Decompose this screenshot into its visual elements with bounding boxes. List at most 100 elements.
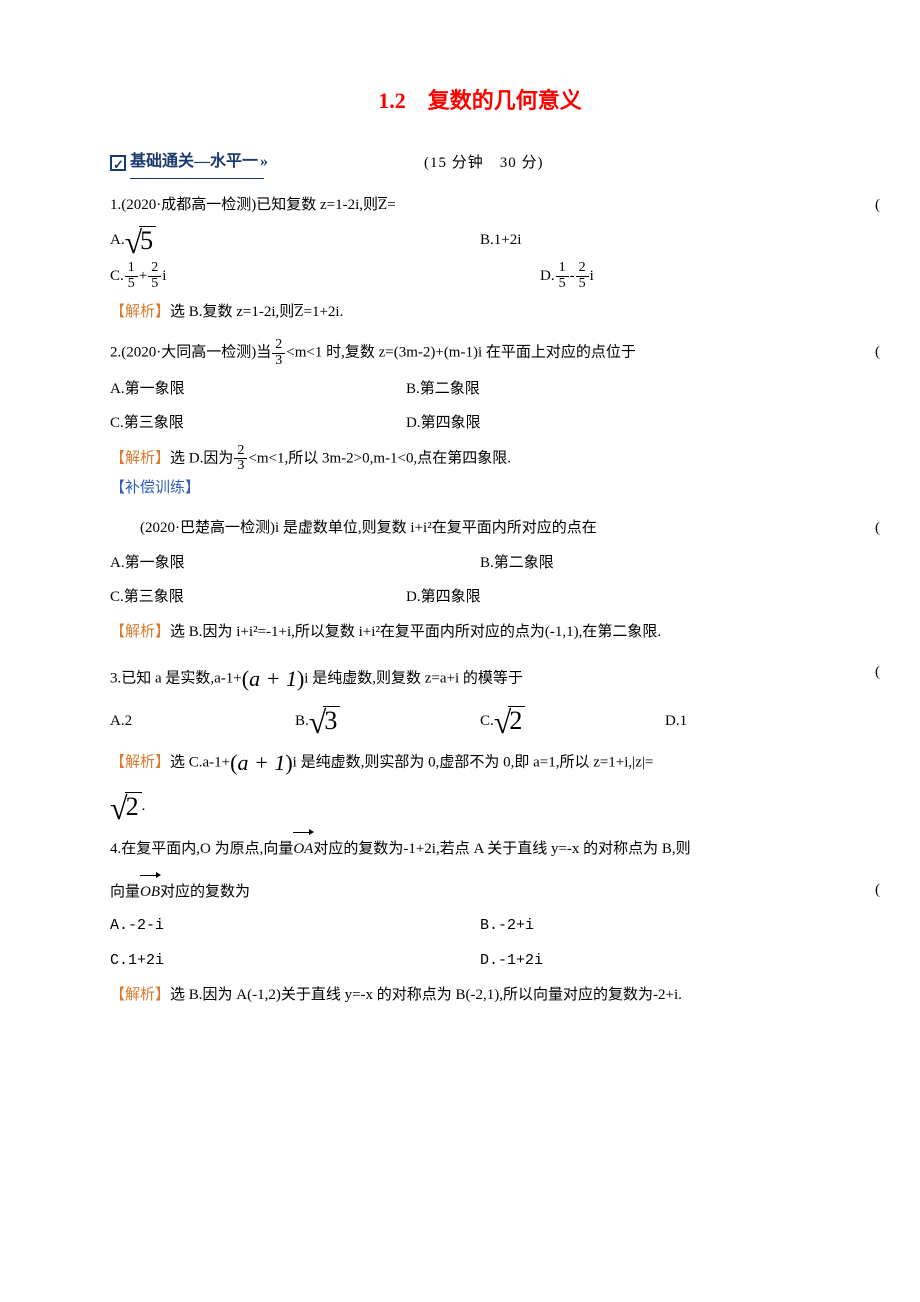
vector-OB: OB	[140, 876, 160, 907]
num: 2	[234, 444, 247, 460]
q3-final-val: 2	[125, 792, 142, 822]
check-icon	[110, 155, 126, 171]
q4-stem: 4.在复平面内,O 为原点,向量OA对应的复数为-1+2i,若点 A 关于直线 …	[110, 833, 850, 864]
section-banner: 基础通关—水平一»	[110, 147, 264, 179]
optC-label: C.	[110, 262, 124, 291]
q1-analysis-suf: =1+2i.	[303, 304, 343, 320]
analysis-label: 【解析】	[110, 754, 170, 770]
q4-B: B.-2+i	[480, 912, 850, 941]
q1-analysis: 【解析】选 B.复数 z=1-2i,则Z=1+2i.	[110, 298, 850, 327]
q1-options-row2: C. 15 + 25 i D. 15 - 25 i	[110, 261, 850, 291]
q3-final-dot: .	[142, 798, 146, 814]
q1-options-row1: A. √5 B.1+2i	[110, 226, 850, 256]
den: 3	[234, 459, 247, 474]
q1-stem-prefix: 1.(2020·成都高一检测)已知复数 z=1-2i,则	[110, 197, 378, 213]
q3-expr: a + 1	[249, 666, 297, 691]
den: 5	[125, 277, 138, 292]
minus: -	[570, 262, 575, 291]
q3-suf: i 是纯虚数,则复数 z=a+i 的模等于	[304, 671, 523, 687]
q2-C: C.第三象限	[110, 409, 406, 438]
q2-stem: 2.(2020·大同高一检测)当23<m<1 时,复数 z=(3m-2)+(m-…	[110, 338, 850, 368]
q2s-D: D.第四象限	[406, 583, 776, 612]
q2s-analysis-text: 选 B.因为 i+i²=-1+i,所以复数 i+i²在复平面内所对应的点为(-1…	[170, 624, 661, 640]
q4-analysis-text: 选 B.因为 A(-1,2)关于直线 y=-x 的对称点为 B(-2,1),所以…	[170, 987, 682, 1003]
q2-an-pre: 选 D.因为	[170, 450, 233, 466]
fraction: 23	[272, 338, 285, 368]
fraction: 23	[234, 444, 247, 474]
num: 2	[576, 261, 589, 277]
q1-stem-suffix: =	[387, 197, 395, 213]
den: 5	[576, 277, 589, 292]
q4-analysis: 【解析】选 B.因为 A(-1,2)关于直线 y=-x 的对称点为 B(-2,1…	[110, 981, 850, 1010]
q3-B-val: 3	[323, 706, 340, 736]
q3-an-suf: i 是纯虚数,则实部为 0,虚部不为 0,即 a=1,所以 z=1+i,|z|=	[293, 754, 654, 770]
q2s-analysis: 【解析】选 B.因为 i+i²=-1+i,所以复数 i+i²在复平面内所对应的点…	[110, 618, 850, 647]
q2s-A: A.第一象限	[110, 549, 480, 578]
q3-C: C. √2	[480, 706, 665, 736]
paren-icon: (	[875, 191, 880, 220]
q4-opts1: A.-2-i B.-2+i	[110, 912, 850, 941]
optD-label: D.	[540, 262, 555, 291]
section-timing: (15 分钟 30 分)	[424, 149, 544, 178]
sqrt-icon: √3	[309, 706, 341, 736]
den: 3	[272, 354, 285, 369]
q2-A: A.第一象限	[110, 375, 406, 404]
q1-analysis-pre: 选 B.复数 z=1-2i,则	[170, 304, 294, 320]
analysis-label: 【解析】	[110, 624, 170, 640]
q4-D: D.-1+2i	[480, 947, 850, 976]
paren-expr: (a + 1)	[230, 750, 293, 775]
num: 2	[148, 261, 161, 277]
q2-B: B.第二象限	[406, 375, 776, 404]
q4-pre: 4.在复平面内,O 为原点,向量	[110, 841, 293, 857]
q1-optA-val: 5	[139, 226, 156, 256]
q3-opts: A.2 B. √3 C. √2 D.1	[110, 706, 850, 736]
q2s-opts1: A.第一象限 B.第二象限	[110, 549, 850, 578]
paren-icon: (	[875, 338, 880, 367]
q4-stem-line2: 向量OB对应的复数为 (	[110, 876, 850, 907]
q3-B-pre: B.	[295, 707, 309, 736]
q2-opts1: A.第一象限 B.第二象限	[110, 375, 850, 404]
sqrt-icon: √2	[110, 792, 142, 822]
den: 5	[148, 277, 161, 292]
paren-expr: (a + 1)	[242, 666, 305, 691]
num: 1	[556, 261, 569, 277]
q3-final: √2.	[110, 792, 850, 822]
q1-stem: 1.(2020·成都高一检测)已知复数 z=1-2i,则Z= (	[110, 191, 850, 220]
q4-suf2: 对应的复数为	[160, 884, 250, 900]
suf: i	[162, 262, 166, 291]
paren-icon: (	[875, 876, 880, 905]
suf: i	[590, 262, 594, 291]
analysis-label: 【解析】	[110, 987, 170, 1003]
q3-stem: 3.已知 a 是实数,a-1+(a + 1)i 是纯虚数,则复数 z=a+i 的…	[110, 658, 850, 700]
q4-A: A.-2-i	[110, 912, 480, 941]
q1-optA: A. √5	[110, 226, 480, 256]
q3-A: A.2	[110, 706, 295, 736]
section-label: 基础通关—水平一	[130, 153, 258, 170]
q4-pre2: 向量	[110, 884, 140, 900]
q2-D: D.第四象限	[406, 409, 776, 438]
conjugate-z: Z	[378, 197, 387, 213]
q3-pre: 3.已知 a 是实数,a-1+	[110, 671, 242, 687]
analysis-label: 【解析】	[110, 304, 170, 320]
q2-an-suf: <m<1,所以 3m-2>0,m-1<0,点在第四象限.	[248, 450, 511, 466]
q2s-stem-text: (2020·巴楚高一检测)i 是虚数单位,则复数 i+i²在复平面内所对应的点在	[140, 520, 597, 536]
sqrt-icon: √2	[494, 706, 526, 736]
q2s-stem: (2020·巴楚高一检测)i 是虚数单位,则复数 i+i²在复平面内所对应的点在…	[110, 514, 850, 543]
q3-C-pre: C.	[480, 707, 494, 736]
q2s-opts2: C.第三象限 D.第四象限	[110, 583, 850, 612]
q2-analysis: 【解析】选 D.因为23<m<1,所以 3m-2>0,m-1<0,点在第四象限.	[110, 444, 850, 474]
q2-stem-suf: <m<1 时,复数 z=(3m-2)+(m-1)i 在平面上对应的点位于	[286, 345, 636, 361]
q1-optD: D. 15 - 25 i	[480, 261, 850, 291]
q3-expr2: a + 1	[237, 750, 285, 775]
q1-optC: C. 15 + 25 i	[110, 261, 480, 291]
q2-stem-pre: 2.(2020·大同高一检测)当	[110, 345, 271, 361]
q2s-C: C.第三象限	[110, 583, 406, 612]
supplement-label: 【补偿训练】	[110, 474, 850, 503]
num: 2	[272, 338, 285, 354]
q2-opts2: C.第三象限 D.第四象限	[110, 409, 850, 438]
fraction: 15	[125, 261, 138, 291]
q3-an-pre: 选 C.a-1+	[170, 754, 230, 770]
section-header: 基础通关—水平一» (15 分钟 30 分)	[110, 147, 850, 179]
num: 1	[125, 261, 138, 277]
q4-opts2: C.1+2i D.-1+2i	[110, 947, 850, 976]
